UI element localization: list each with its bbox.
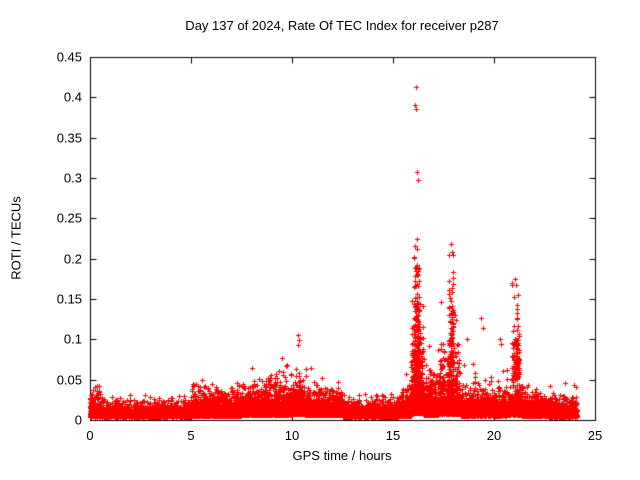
x-tick-label: 25 bbox=[587, 428, 603, 443]
y-tick-label: 0.25 bbox=[56, 210, 82, 226]
x-tick-label: 20 bbox=[486, 428, 502, 443]
x-tick-label: 15 bbox=[385, 428, 401, 443]
y-tick-label: 0.2 bbox=[63, 251, 82, 267]
y-axis-label: ROTI / TECUs bbox=[8, 196, 24, 280]
y-tick-label: 0.3 bbox=[63, 170, 82, 186]
x-tick-label: 10 bbox=[284, 428, 300, 443]
x-tick-label: 5 bbox=[187, 428, 195, 443]
y-tick-label: 0 bbox=[74, 412, 82, 428]
y-tick-label: 0.05 bbox=[56, 372, 82, 388]
y-tick-label: 0.35 bbox=[56, 130, 82, 146]
y-tick-label: 0.1 bbox=[63, 331, 82, 347]
x-tick-label: 0 bbox=[86, 428, 94, 443]
chart-title: Day 137 of 2024, Rate Of TEC Index for r… bbox=[185, 18, 499, 33]
y-tick-label: 0.45 bbox=[56, 49, 82, 65]
x-axis-label: GPS time / hours bbox=[292, 448, 392, 463]
y-tick-label: 0.4 bbox=[63, 89, 82, 105]
y-tick-label: 0.15 bbox=[56, 291, 82, 307]
